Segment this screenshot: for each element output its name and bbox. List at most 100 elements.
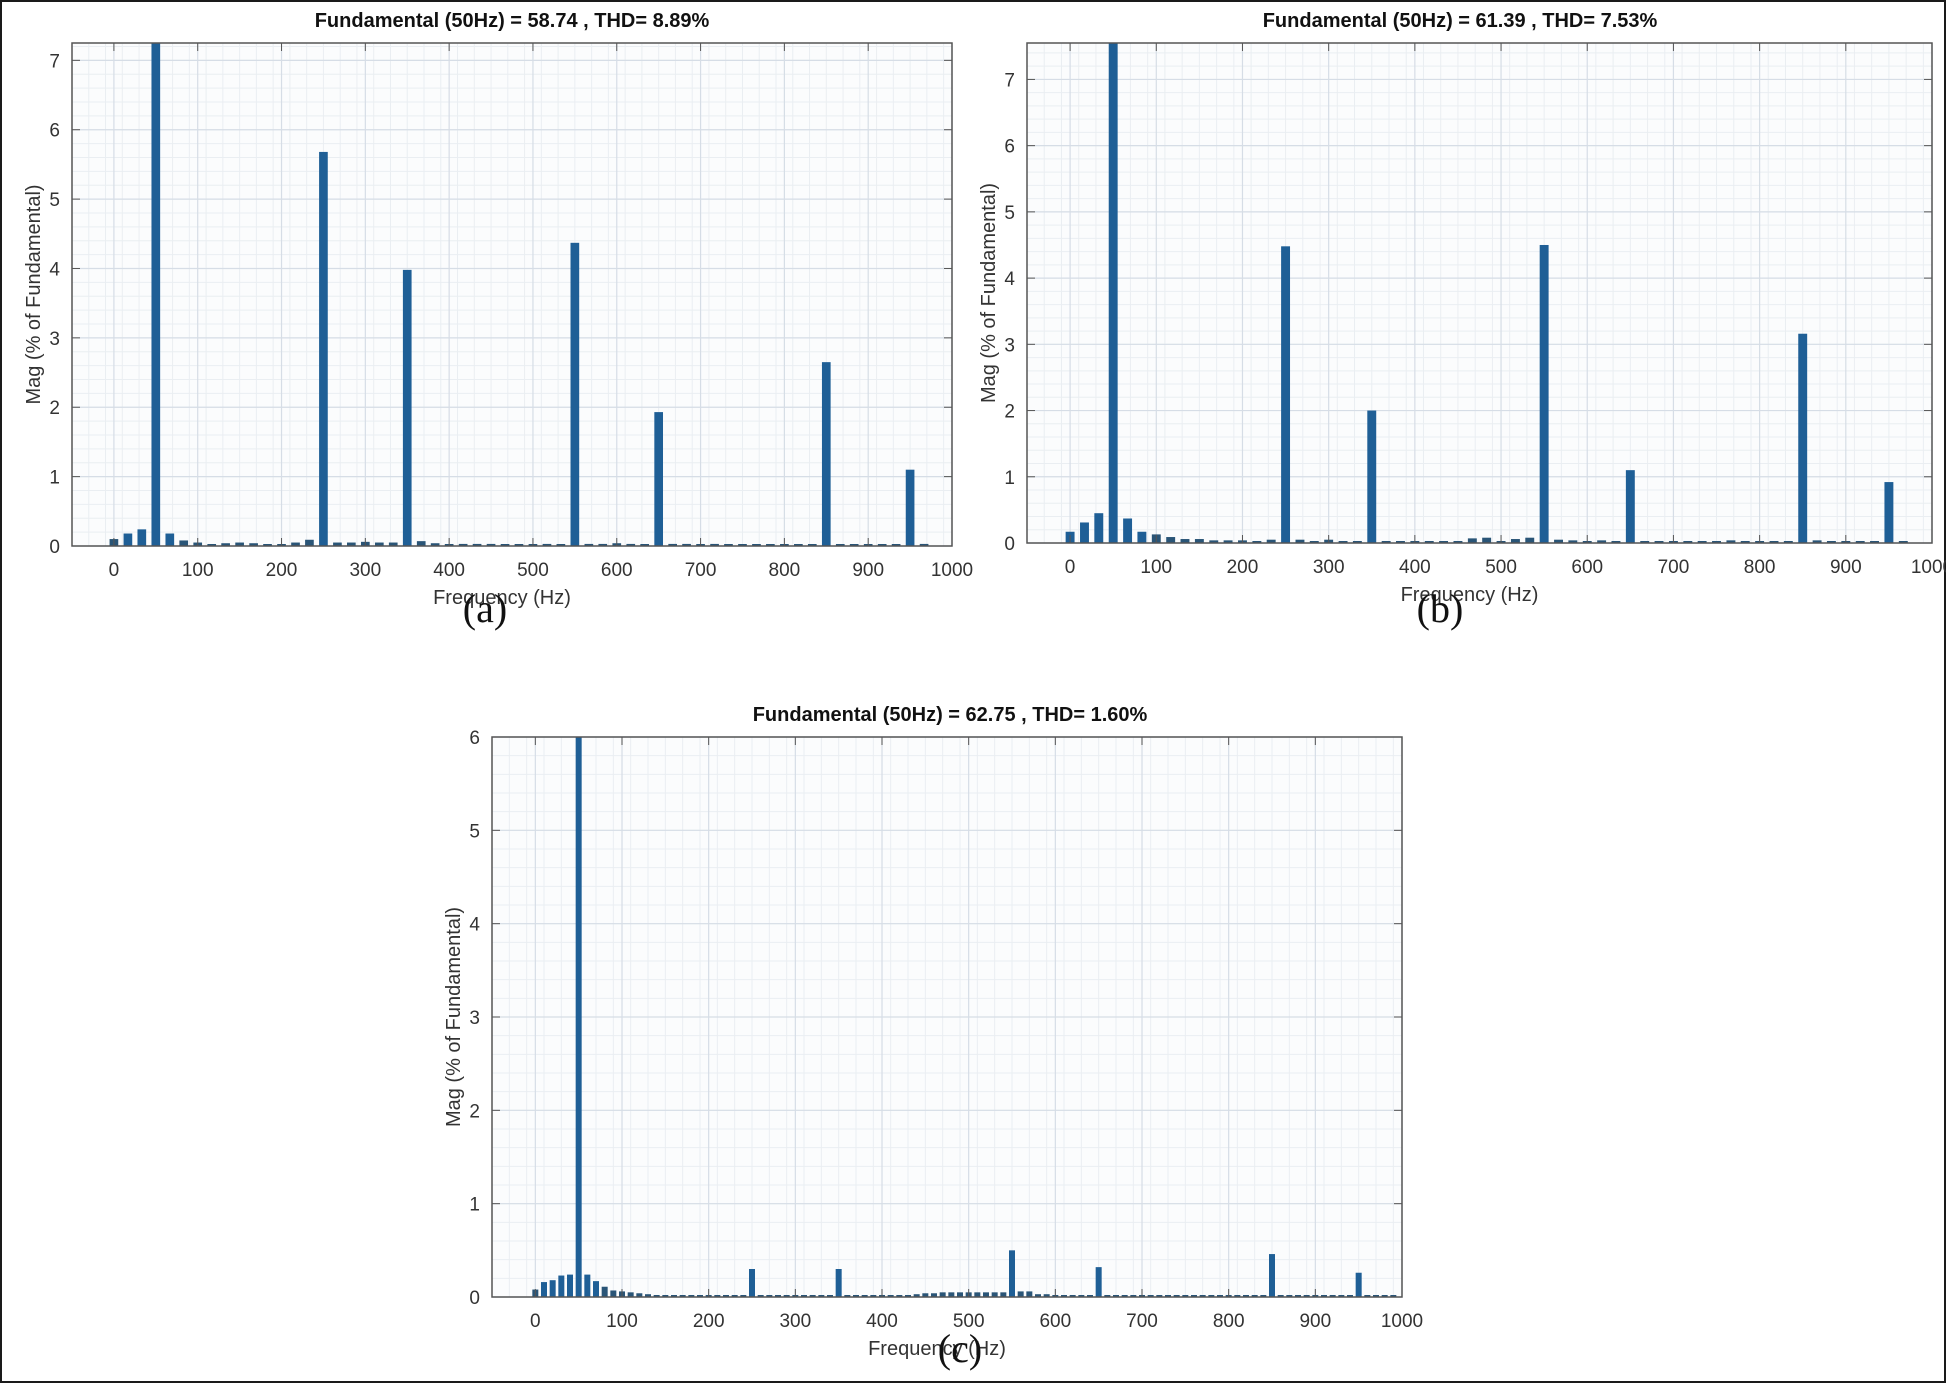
bar (305, 539, 314, 546)
bar (1252, 541, 1262, 543)
x-tick-label: 0 (1065, 557, 1076, 578)
bar (775, 1295, 781, 1297)
bar (1108, 43, 1118, 543)
bar (849, 544, 859, 546)
bar (853, 1295, 859, 1297)
bar (346, 542, 356, 546)
y-tick-label: 3 (1004, 335, 1015, 356)
bar (1035, 1294, 1041, 1297)
bar (1321, 1295, 1327, 1297)
bar (1347, 1295, 1353, 1297)
bar (662, 1295, 669, 1297)
bar (514, 544, 524, 546)
bar (827, 1295, 833, 1297)
bar (1017, 1291, 1024, 1297)
y-tick-label: 2 (49, 398, 60, 419)
bar (821, 362, 831, 546)
x-tick-label: 600 (601, 560, 633, 581)
bar (682, 543, 691, 546)
bar (1223, 540, 1233, 543)
bar (905, 1295, 911, 1297)
bar (794, 544, 803, 546)
bar (458, 543, 468, 546)
bar (1367, 410, 1377, 543)
x-tick-label: 100 (1140, 557, 1172, 578)
bar (1208, 1295, 1215, 1297)
bar (1855, 541, 1865, 543)
y-tick-label: 4 (469, 915, 480, 936)
bar (486, 543, 496, 546)
bar (714, 1295, 721, 1297)
bar (558, 1275, 565, 1297)
bar (575, 737, 582, 1297)
bar (1697, 541, 1707, 543)
bar (1381, 1295, 1388, 1297)
x-tick-label: 500 (953, 1311, 985, 1332)
bar (1373, 1295, 1379, 1297)
y-tick-label: 2 (1004, 402, 1015, 423)
bar (1525, 537, 1535, 543)
bar (1338, 541, 1348, 543)
bar (1251, 1295, 1258, 1297)
bar (1352, 541, 1362, 543)
x-tick-label: 300 (779, 1311, 811, 1332)
bar (1078, 1295, 1085, 1297)
chart-a-svg: 0 100 200 300 400 500 600 700 800 900 1000 0 1 2 3 4 5 6 7… (23, 10, 973, 609)
x-tick-label: 800 (1744, 557, 1776, 578)
bar (1783, 541, 1793, 543)
bar (1309, 541, 1319, 543)
bar (1364, 1295, 1371, 1297)
bar (668, 543, 678, 546)
plot-area (72, 43, 952, 546)
bar (1217, 1295, 1223, 1297)
bar (1234, 1295, 1241, 1297)
bar (861, 1295, 868, 1297)
bar (1826, 541, 1836, 543)
y-tick-label: 7 (49, 51, 60, 72)
y-axis-label: Mag (% of Fundamental) (978, 183, 1000, 403)
bar (766, 1295, 773, 1297)
x-tick-label: 300 (1313, 557, 1345, 578)
bar (1597, 540, 1607, 543)
y-tick-label: 6 (1004, 137, 1015, 158)
bar (688, 1295, 695, 1297)
x-tick-label: 1000 (1911, 557, 1946, 578)
bar (556, 544, 566, 546)
bar (1329, 1295, 1336, 1297)
x-tick-label: 400 (866, 1311, 898, 1332)
bar (844, 1295, 851, 1297)
bar (939, 1292, 946, 1297)
bar (1303, 1295, 1310, 1297)
y-tick-label: 0 (469, 1288, 480, 1309)
bar (1026, 1291, 1033, 1297)
bar (1611, 541, 1621, 543)
bar (723, 1295, 729, 1297)
y-axis-label: Mag (% of Fundamental) (443, 907, 465, 1127)
bar (752, 544, 761, 546)
bar (1625, 470, 1635, 543)
y-tick-label: 0 (1004, 534, 1015, 555)
bar (1884, 482, 1894, 543)
y-tick-label: 6 (49, 121, 60, 142)
x-tick-label: 300 (349, 560, 381, 581)
y-axis-label: Mag (% of Fundamental) (23, 184, 45, 404)
x-tick-label: 700 (1658, 557, 1690, 578)
bar (263, 544, 272, 546)
bar (645, 1294, 651, 1297)
bar (430, 543, 440, 546)
x-tick-label: 200 (266, 560, 298, 581)
bar (570, 242, 580, 546)
x-tick-label: 900 (852, 560, 884, 581)
bar (1095, 1267, 1102, 1297)
y-tick-label: 7 (1004, 70, 1015, 91)
bar (818, 1295, 825, 1297)
bar (584, 1274, 591, 1297)
bar (1286, 1295, 1293, 1297)
bar (1277, 1295, 1284, 1297)
bar (783, 1295, 790, 1297)
y-tick-label: 1 (1004, 468, 1015, 489)
bar (584, 543, 594, 546)
bar (1137, 531, 1147, 543)
bar (891, 544, 901, 546)
